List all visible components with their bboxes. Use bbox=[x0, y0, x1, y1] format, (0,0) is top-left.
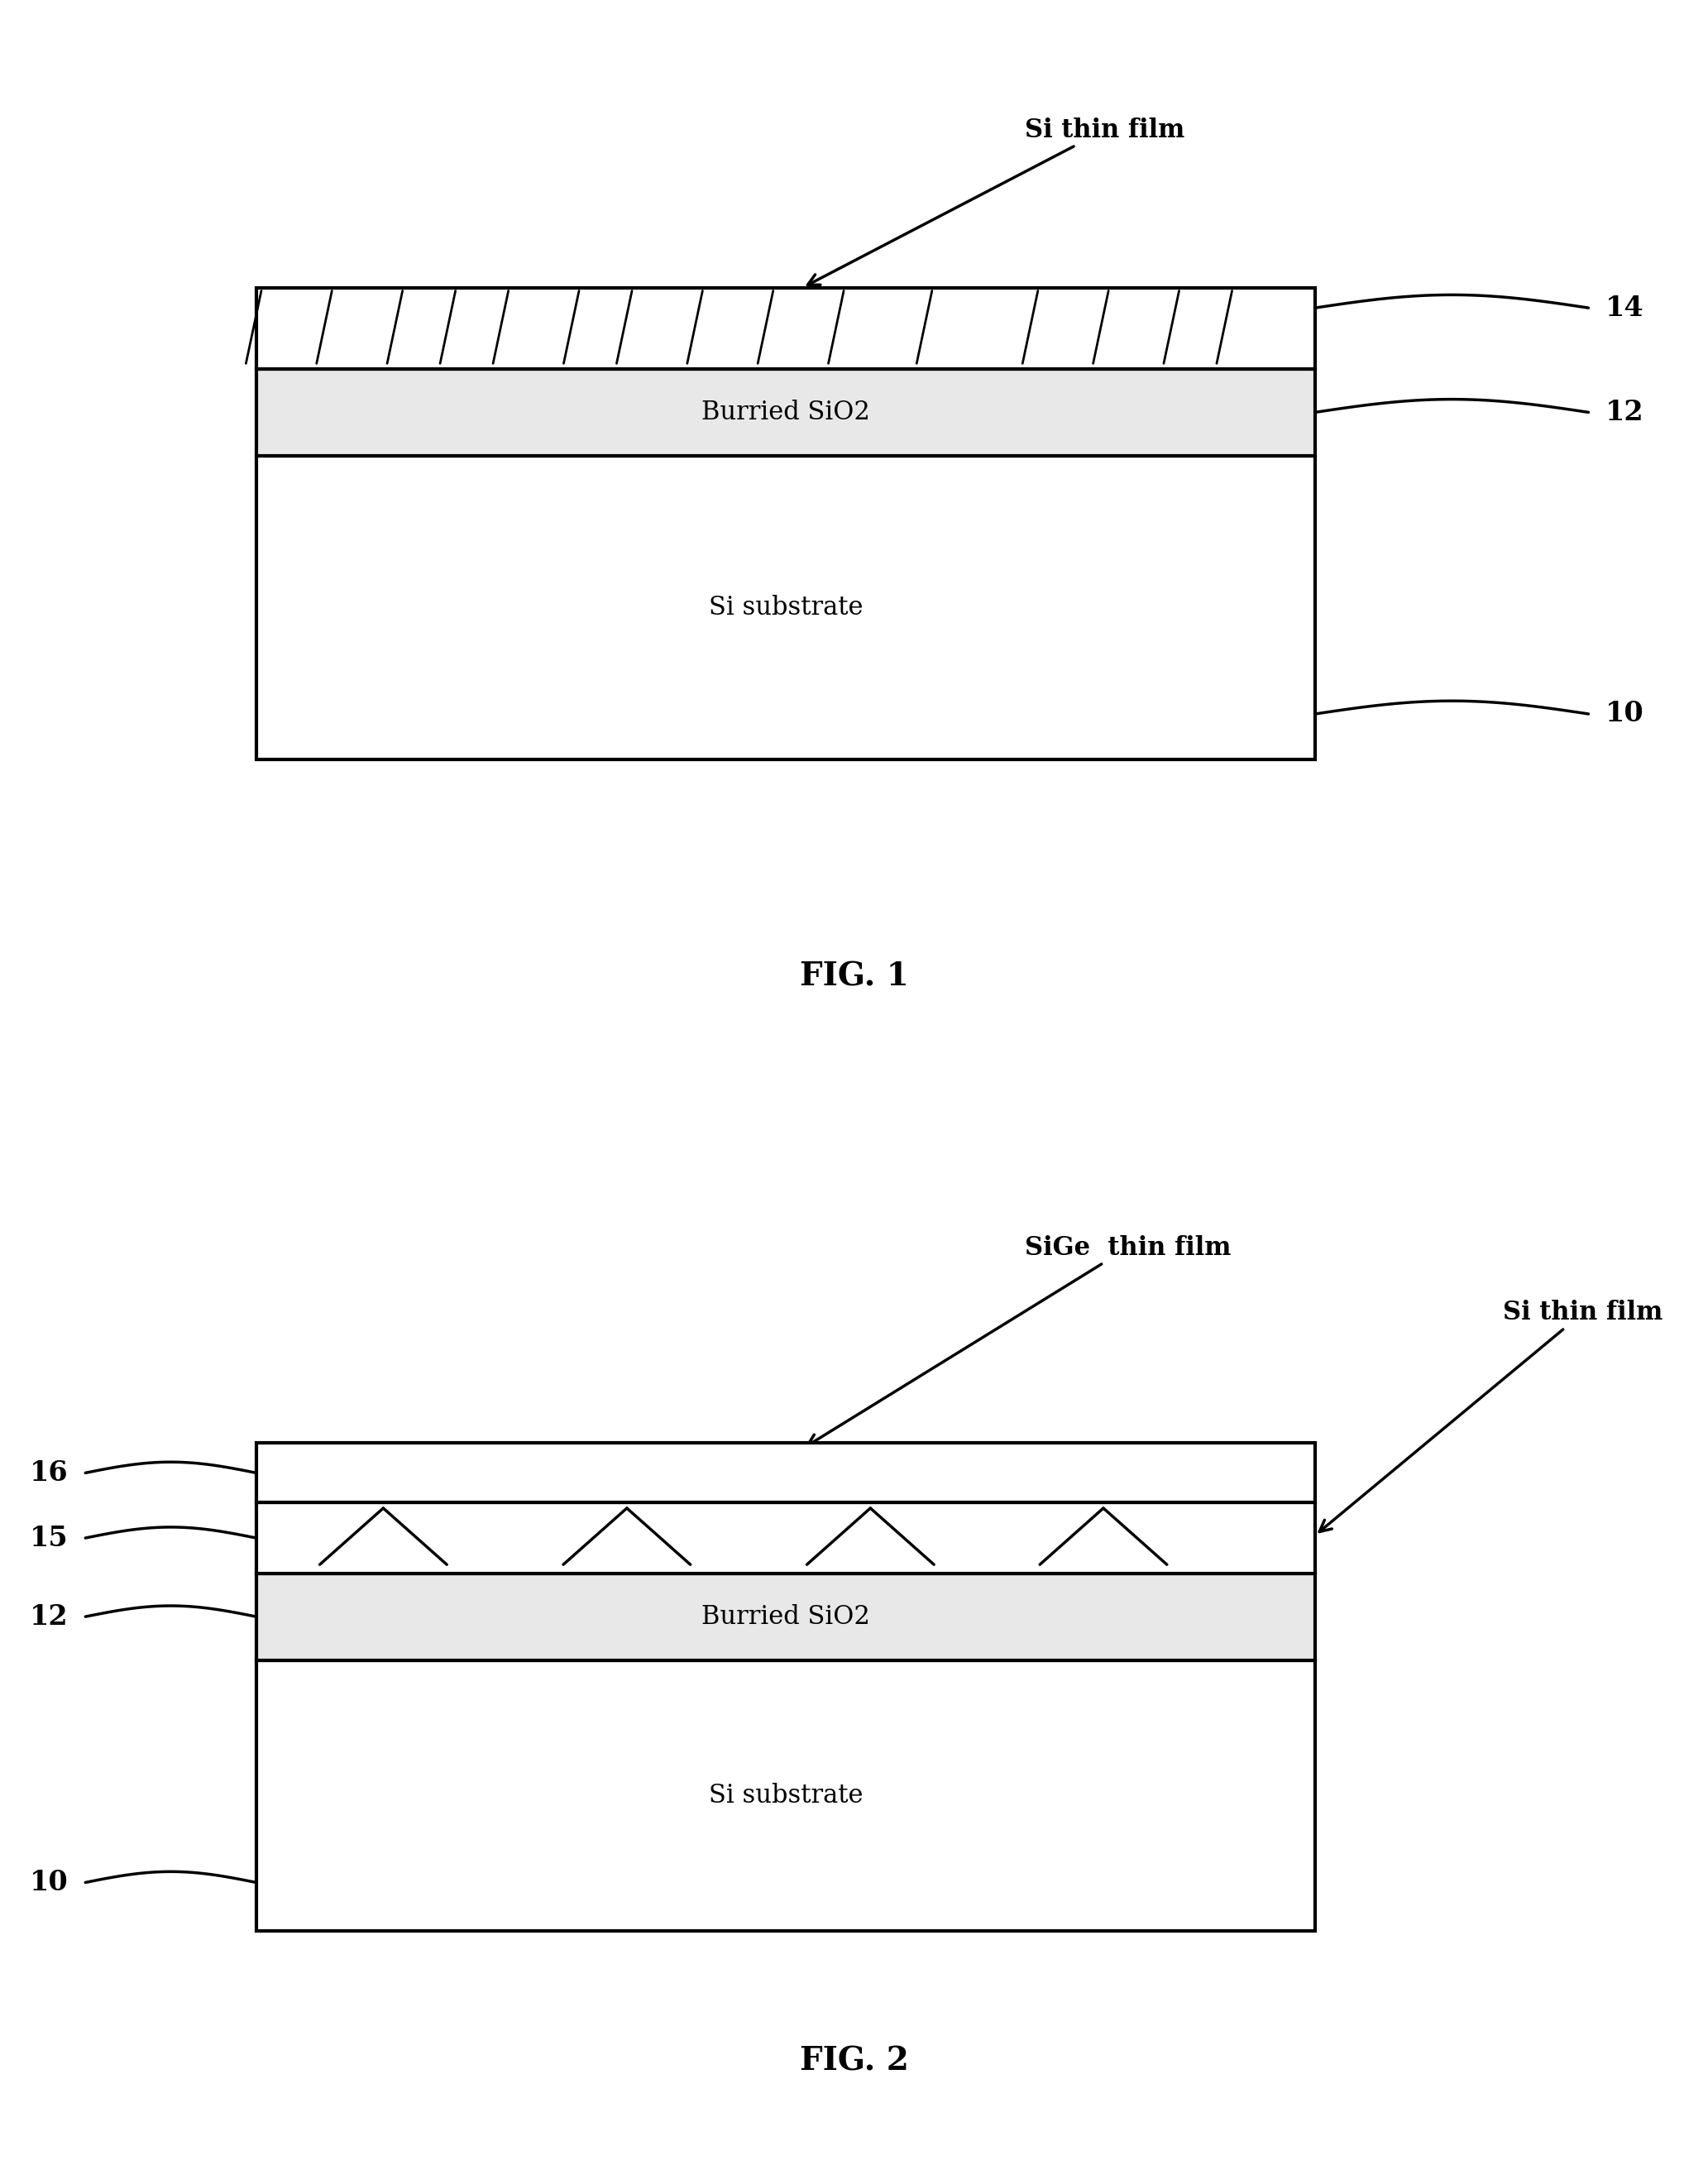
Text: Burried SiO2: Burried SiO2 bbox=[702, 399, 869, 425]
Bar bbox=[256, 1443, 1315, 1502]
Text: 10: 10 bbox=[1606, 701, 1645, 727]
Text: FIG. 2: FIG. 2 bbox=[799, 2046, 909, 2077]
Text: 14: 14 bbox=[1606, 295, 1645, 321]
Bar bbox=[256, 1573, 1315, 1660]
Text: 12: 12 bbox=[1606, 399, 1645, 425]
Text: Si thin film: Si thin film bbox=[808, 117, 1185, 284]
Text: Burried SiO2: Burried SiO2 bbox=[702, 1604, 869, 1630]
Text: Si thin film: Si thin film bbox=[1319, 1300, 1664, 1532]
Bar bbox=[256, 1502, 1315, 1573]
Text: FIG. 1: FIG. 1 bbox=[799, 961, 909, 992]
Bar bbox=[256, 456, 1315, 759]
Bar bbox=[256, 1660, 1315, 1931]
Bar bbox=[256, 369, 1315, 456]
Bar bbox=[256, 289, 1315, 369]
Text: 12: 12 bbox=[29, 1604, 68, 1630]
Text: Si substrate: Si substrate bbox=[709, 1784, 863, 1808]
Text: SiGe  thin film: SiGe thin film bbox=[808, 1235, 1231, 1445]
Text: 16: 16 bbox=[29, 1458, 68, 1486]
Text: Si substrate: Si substrate bbox=[709, 595, 863, 621]
Text: 10: 10 bbox=[29, 1868, 68, 1897]
Text: 15: 15 bbox=[29, 1523, 68, 1552]
